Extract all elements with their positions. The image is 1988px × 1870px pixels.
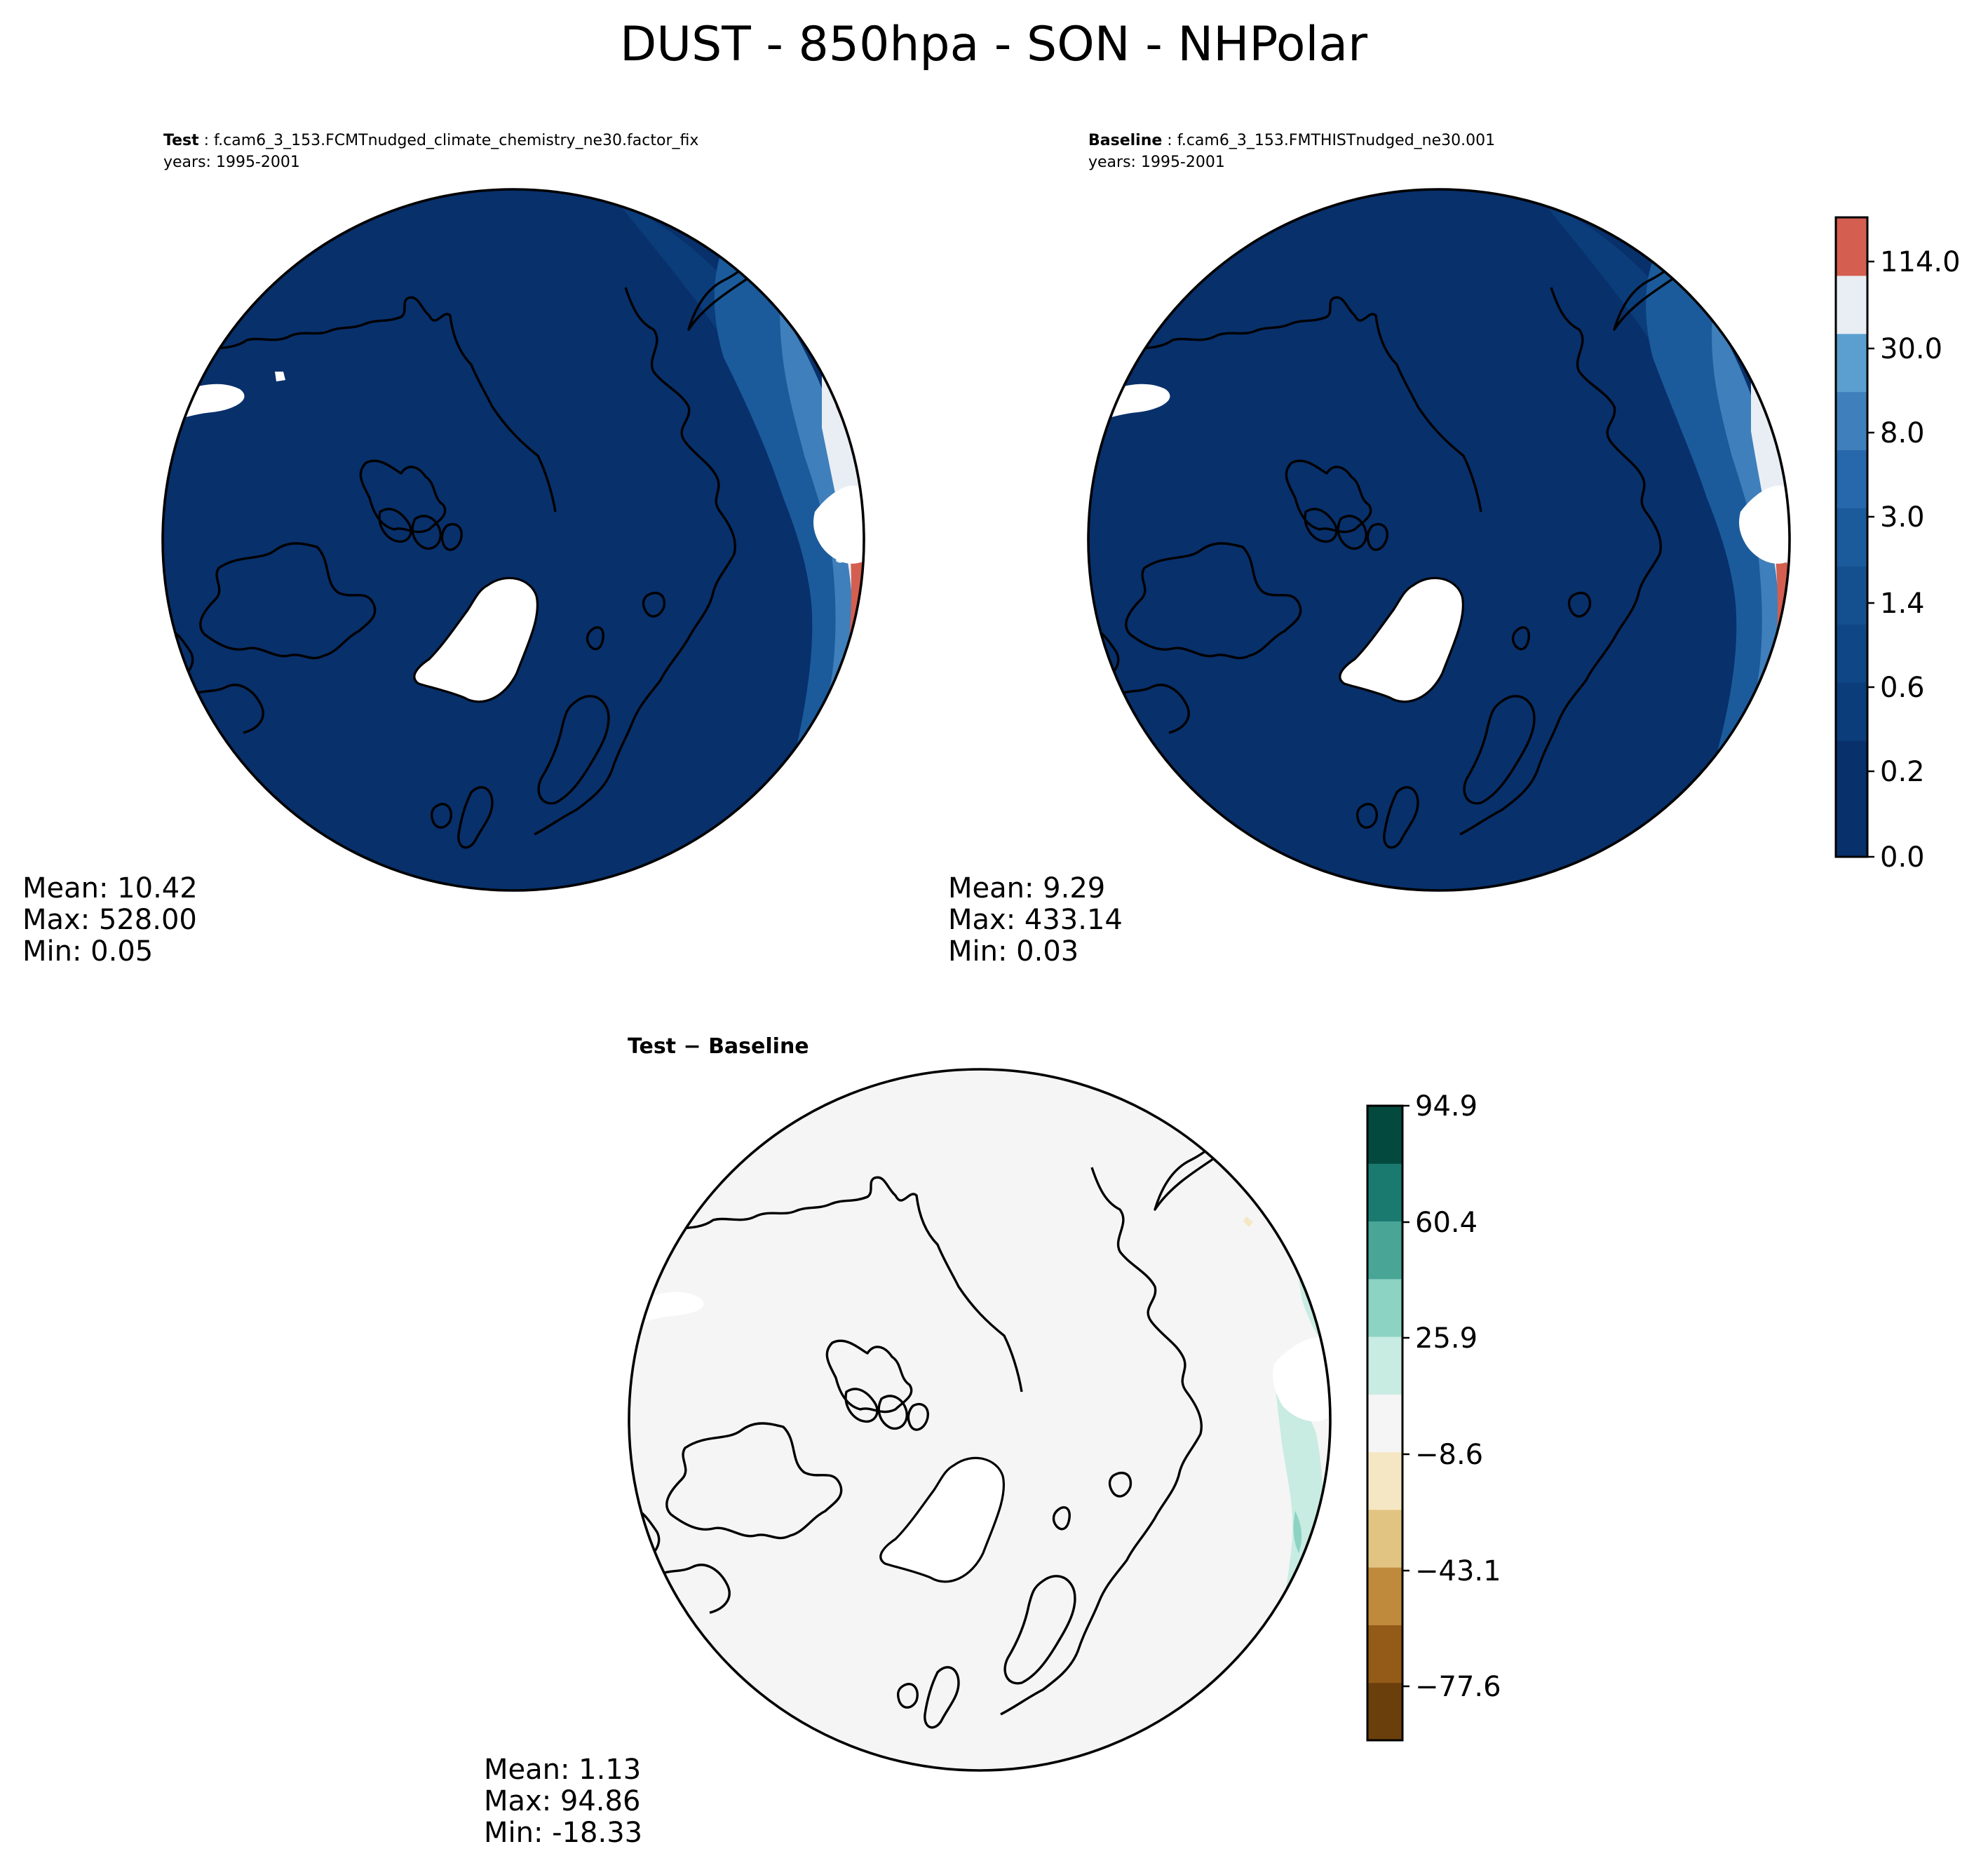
main-colorbar-swatch — [1836, 624, 1867, 683]
main-colorbar-swatch — [1836, 449, 1867, 509]
test-panel-case-name: f.cam6_3_153.FCMTnudged_climate_chemistr… — [214, 132, 698, 149]
diff-panel-title: Test − Baseline — [628, 1034, 809, 1059]
diff-colorbar-tick-label: −77.6 — [1415, 1671, 1501, 1703]
main-colorbar-swatch — [1836, 740, 1867, 799]
test-panel: Test : f.cam6_3_153.FCMTnudged_climate_c… — [22, 132, 865, 968]
main-colorbar-swatch — [1836, 333, 1867, 393]
diff-title-test: Test — [628, 1034, 676, 1059]
test-map — [161, 188, 865, 892]
baseline-panel: Baseline : f.cam6_3_153.FMTHISTnudged_ne… — [948, 132, 1791, 968]
baseline-stat-max: Max: 433.14 — [948, 904, 1123, 936]
diff-colorbar-swatch — [1367, 1625, 1402, 1683]
diff-colorbar-swatch — [1367, 1682, 1402, 1741]
diff-panel: Test − Baseline Mean: 1.13 Max: 94.86 Mi… — [484, 1034, 1332, 1849]
main-colorbar-swatch — [1836, 217, 1867, 276]
diff-stat-max: Max: 94.86 — [484, 1785, 640, 1817]
figure-title: DUST - 850hpa - SON - NHPolar — [620, 17, 1367, 72]
main-colorbar-frame — [1834, 216, 1869, 858]
main-colorbar-swatch — [1836, 391, 1867, 451]
main-colorbar-tick-label: 8.0 — [1880, 417, 1925, 449]
diff-colorbar-tick-label: −8.6 — [1415, 1439, 1483, 1471]
diff-colorbar: 94.9 60.4 25.9 −8.6 −43.1 −77.6 — [1366, 1090, 1501, 1742]
diff-stat-mean: Mean: 1.13 — [484, 1754, 641, 1786]
diff-colorbar-tick-label: 94.9 — [1415, 1090, 1478, 1123]
baseline-stat-min: Min: 0.03 — [948, 935, 1078, 968]
diff-colorbar-swatch — [1367, 1221, 1402, 1280]
diff-colorbar-swatches — [1367, 1106, 1402, 1741]
main-colorbar-swatch — [1836, 799, 1867, 858]
diff-colorbar-ticks: 94.9 60.4 25.9 −8.6 −43.1 −77.6 — [1402, 1090, 1501, 1703]
main-colorbar-tick-label: 114.0 — [1880, 246, 1961, 278]
main-colorbar: 114.0 30.0 8.0 3.0 1.4 0.6 0.2 0.0 — [1834, 216, 1961, 874]
test-stat-min: Min: 0.05 — [22, 935, 153, 968]
diff-colorbar-tick-label: 25.9 — [1415, 1322, 1478, 1355]
baseline-stat-mean: Mean: 9.29 — [948, 872, 1105, 904]
main-colorbar-swatches — [1836, 217, 1867, 858]
diff-colorbar-swatch — [1367, 1336, 1402, 1395]
main-colorbar-tick-label: 0.2 — [1880, 756, 1925, 788]
main-colorbar-tick-label: 1.4 — [1880, 588, 1925, 620]
diff-colorbar-swatch — [1367, 1278, 1402, 1337]
main-colorbar-swatch — [1836, 508, 1867, 567]
main-colorbar-tick-label: 3.0 — [1880, 501, 1925, 534]
test-panel-label: Test — [163, 132, 199, 149]
diff-colorbar-tick-label: −43.1 — [1415, 1555, 1501, 1587]
main-colorbar-swatch — [1836, 566, 1867, 625]
diff-colorbar-tick-label: 60.4 — [1415, 1207, 1478, 1239]
main-colorbar-tick-label: 0.6 — [1880, 672, 1925, 704]
diff-colorbar-swatch — [1367, 1509, 1402, 1568]
baseline-panel-case: Baseline : f.cam6_3_153.FMTHISTnudged_ne… — [1088, 132, 1495, 149]
main-colorbar-swatch — [1836, 275, 1867, 334]
baseline-map — [1087, 188, 1791, 892]
test-stat-mean: Mean: 10.42 — [22, 872, 198, 904]
diff-title-operator: − — [676, 1034, 708, 1059]
main-colorbar-tick-label: 0.0 — [1880, 841, 1925, 874]
baseline-panel-label: Baseline — [1088, 132, 1162, 149]
diff-map — [628, 1068, 1332, 1772]
test-panel-years: years: 1995-2001 — [163, 154, 300, 171]
diff-colorbar-swatch — [1367, 1163, 1402, 1222]
diff-colorbar-swatch — [1367, 1394, 1402, 1453]
diff-colorbar-frame — [1366, 1104, 1404, 1742]
diff-stat-min: Min: -18.33 — [484, 1817, 642, 1849]
diff-colorbar-swatch — [1367, 1106, 1402, 1164]
diff-colorbar-swatch — [1367, 1451, 1402, 1510]
diff-colorbar-swatch — [1367, 1567, 1402, 1625]
main-colorbar-ticks: 114.0 30.0 8.0 3.0 1.4 0.6 0.2 0.0 — [1867, 246, 1961, 874]
baseline-panel-case-name: f.cam6_3_153.FMTHISTnudged_ne30.001 — [1177, 132, 1495, 149]
baseline-panel-years: years: 1995-2001 — [1088, 154, 1225, 171]
test-stat-max: Max: 528.00 — [22, 904, 197, 936]
main-colorbar-tick-label: 30.0 — [1880, 333, 1942, 365]
test-panel-case: Test : f.cam6_3_153.FCMTnudged_climate_c… — [163, 132, 698, 149]
diff-title-baseline: Baseline — [708, 1034, 809, 1059]
main-colorbar-swatch — [1836, 682, 1867, 741]
